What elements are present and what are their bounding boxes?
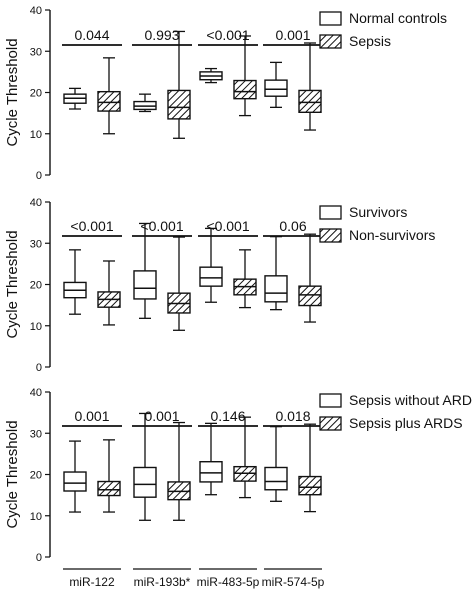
p-value-label: <0.001 [140,218,183,234]
legend-item: Survivors [319,204,407,220]
legend-label: Sepsis without ARDS [349,392,472,408]
box-body [199,461,223,483]
box-hatched-miR-193b* [167,236,191,331]
box-hatched-miR-193b* [167,30,191,139]
legend-swatch-open [319,393,342,408]
box-hatched-miR-122 [97,439,121,513]
p-value-label: 0.001 [275,27,310,43]
p-value-label: 0.146 [210,408,245,424]
x-category-label: miR-122 [69,575,115,589]
box-open-miR-122 [63,440,87,513]
chart-panel-1: 0 10 20 30 40 Cycle Threshold 0.044 0.993 <0.001… [4,5,447,182]
box-body [264,275,288,303]
p-value-label: <0.001 [206,218,249,234]
p-value-label: 0.993 [144,27,179,43]
y-tick-label: 30 [30,428,42,440]
box-open-miR-193b* [133,412,157,521]
p-value-label: 0.001 [144,408,179,424]
box-body [97,480,121,497]
box-body [133,270,157,300]
legend-label: Normal controls [349,10,447,26]
legend-swatch-hatched [319,228,342,243]
p-value-label: <0.001 [206,27,249,43]
y-tick-label: 10 [30,321,42,333]
box-open-miR-574-5p [264,425,288,502]
legend-label: Sepsis plus ARDS [349,415,463,431]
y-tick-label: 20 [30,280,42,292]
box-body [298,89,322,113]
y-tick-label: 30 [30,46,42,58]
box-hatched-miR-193b* [167,421,191,521]
box-open-miR-483-5p [199,67,223,84]
box-hatched-miR-574-5p [298,423,322,513]
box-body [199,266,223,287]
box-hatched-miR-483-5p [233,35,257,117]
box-hatched-miR-574-5p [298,233,322,323]
y-axis-title: Cycle Threshold [4,230,21,338]
box-body [298,285,322,307]
y-tick-label: 20 [30,88,42,100]
box-body [298,475,322,496]
chart-panel-3: 0 10 20 30 40 Cycle Threshold 0.001 0.001 0.146 0… [4,387,472,589]
box-open-miR-574-5p [264,61,288,108]
box-open-miR-193b* [133,93,157,113]
legend-label: Non-survivors [349,227,435,243]
box-open-miR-574-5p [264,235,288,311]
box-open-miR-122 [63,249,87,315]
y-tick-label: 40 [30,5,42,17]
p-value-label: 0.018 [275,408,310,424]
y-axis-title: Cycle Threshold [4,420,21,528]
box-body [63,471,87,492]
box-body [264,79,288,97]
box-hatched-miR-122 [97,260,121,326]
y-tick-label: 0 [36,552,42,564]
box-open-miR-483-5p [199,422,223,496]
legend-item: Sepsis without ARDS [319,392,472,408]
box-body [167,89,191,120]
p-value-label: 0.06 [279,218,306,234]
box-open-miR-122 [63,87,87,110]
y-tick-label: 30 [30,238,42,250]
legend-label: Survivors [349,204,407,220]
legend-swatch-open [319,205,342,220]
legend-item: Normal controls [319,10,447,26]
box-body [133,466,157,498]
y-tick-label: 0 [36,170,42,182]
p-value-label: 0.044 [74,27,109,43]
y-tick-label: 0 [36,362,42,374]
y-tick-label: 10 [30,129,42,141]
y-tick-label: 40 [30,197,42,209]
p-value-label: <0.001 [70,218,113,234]
legend-swatch-hatched [319,416,342,431]
box-body [97,90,121,112]
p-value-label: 0.001 [74,408,109,424]
y-axis-title: Cycle Threshold [4,38,21,146]
y-tick-label: 20 [30,470,42,482]
box-open-miR-193b* [133,222,157,319]
box-hatched-miR-483-5p [233,416,257,499]
legend-item: Non-survivors [319,227,435,243]
box-open-miR-483-5p [199,227,223,303]
box-body [233,79,257,100]
legend-item: Sepsis plus ARDS [319,415,463,431]
box-body [264,466,288,491]
legend-swatch-hatched [319,34,342,49]
box-hatched-miR-122 [97,57,121,135]
legend-item: Sepsis [319,33,391,49]
legend-swatch-open [319,11,342,26]
y-tick-label: 10 [30,511,42,523]
box-hatched-miR-483-5p [233,249,257,309]
x-category-label: miR-574-5p [262,575,325,589]
chart-panel-2: 0 10 20 30 40 Cycle Threshold <0.001 <0.001 <0.0… [4,197,435,374]
y-tick-label: 40 [30,387,42,399]
box-hatched-miR-574-5p [298,42,322,131]
legend-label: Sepsis [349,33,391,49]
x-category-label: miR-483-5p [197,575,260,589]
x-category-label: miR-193b* [134,575,191,589]
